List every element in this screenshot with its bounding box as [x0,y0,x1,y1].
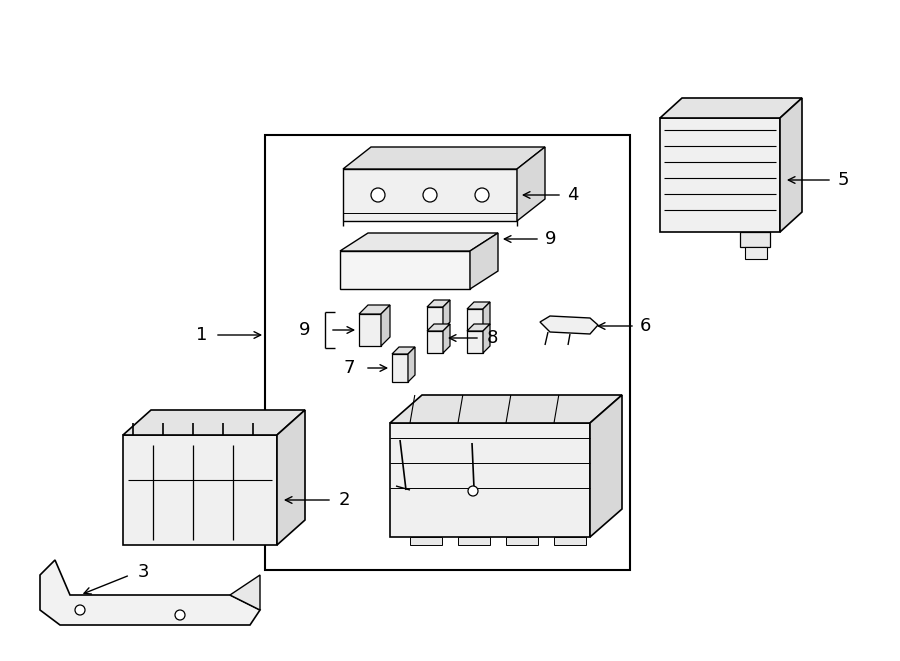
Polygon shape [123,435,277,545]
Polygon shape [359,305,390,314]
Polygon shape [660,118,780,232]
Polygon shape [540,316,598,334]
Polygon shape [483,324,490,353]
Polygon shape [590,395,622,537]
Polygon shape [517,147,545,221]
Text: 3: 3 [138,563,149,581]
Polygon shape [340,233,498,251]
Text: 9: 9 [299,321,310,339]
Text: 2: 2 [339,491,350,509]
Circle shape [75,605,85,615]
Circle shape [468,486,478,496]
Polygon shape [343,147,545,169]
Polygon shape [390,423,590,537]
Polygon shape [123,410,305,435]
Polygon shape [443,324,450,353]
Polygon shape [230,575,260,610]
Text: 5: 5 [838,171,850,189]
Circle shape [175,610,185,620]
Polygon shape [780,98,802,232]
Polygon shape [390,395,622,423]
Bar [265,135,630,570]
Polygon shape [40,560,260,625]
Bar [410,537,442,545]
Bar [745,247,767,259]
Bar [554,537,586,545]
Polygon shape [427,300,450,307]
Polygon shape [392,347,415,354]
Text: 4: 4 [567,186,579,204]
Polygon shape [660,98,802,118]
Circle shape [371,188,385,202]
Polygon shape [277,410,305,545]
Bar [506,537,538,545]
Polygon shape [343,169,517,221]
Text: 9: 9 [545,230,556,248]
Polygon shape [427,331,443,353]
Text: 7: 7 [344,359,355,377]
Circle shape [475,188,489,202]
Polygon shape [467,309,483,331]
Polygon shape [483,302,490,331]
Polygon shape [467,324,490,331]
Text: 6: 6 [640,317,652,335]
Polygon shape [467,331,483,353]
Polygon shape [443,300,450,329]
Polygon shape [392,354,408,382]
Polygon shape [359,314,381,346]
Polygon shape [427,324,450,331]
Polygon shape [470,233,498,289]
Polygon shape [427,307,443,329]
Polygon shape [467,302,490,309]
Text: 8: 8 [487,329,499,347]
Circle shape [423,188,437,202]
Text: 1: 1 [195,326,207,344]
Polygon shape [408,347,415,382]
Polygon shape [340,251,470,289]
Bar [458,537,490,545]
Polygon shape [381,305,390,346]
Bar [740,232,770,247]
